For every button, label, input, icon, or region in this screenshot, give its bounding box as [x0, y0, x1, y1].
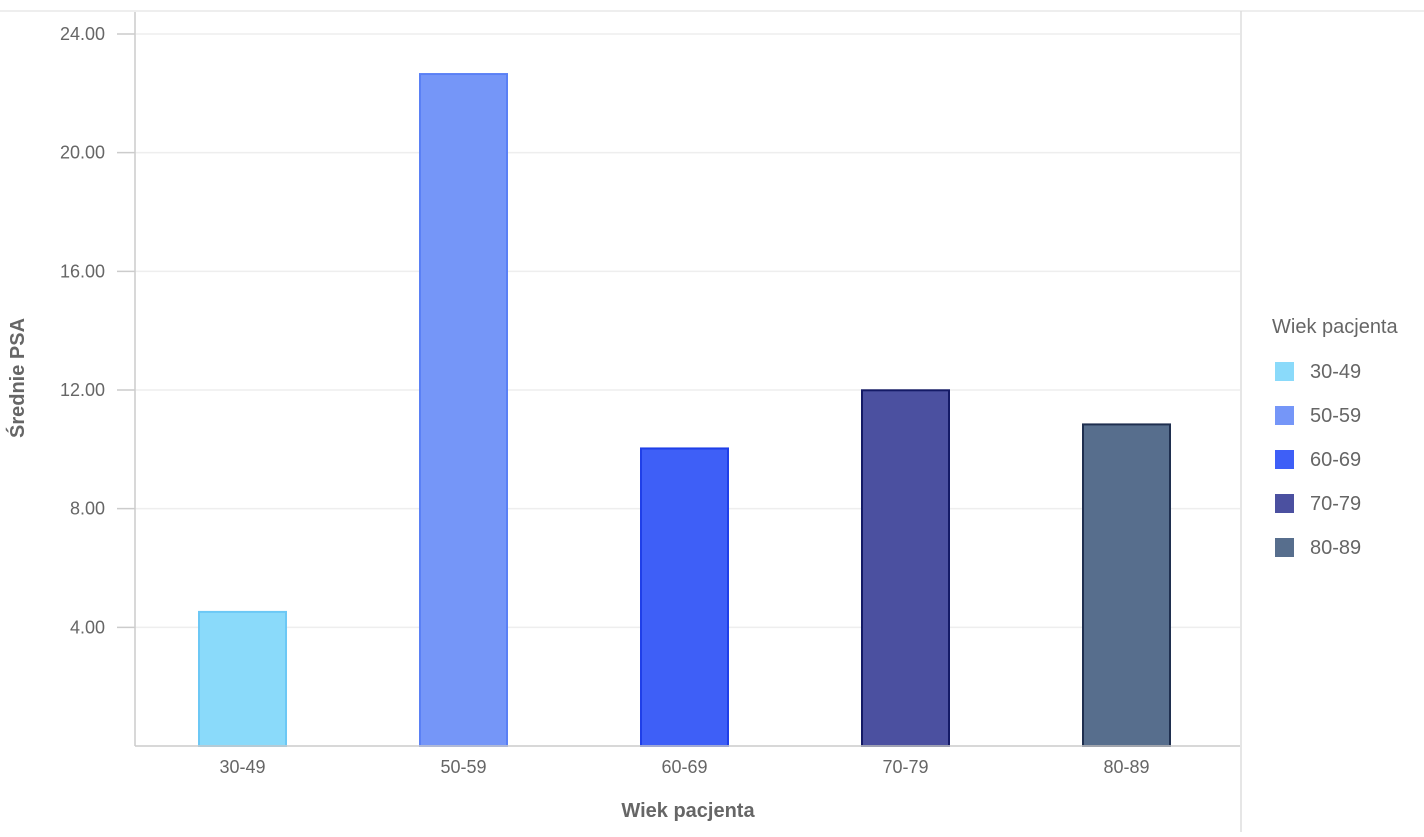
axes: [117, 12, 1240, 747]
x-tick-label: 60-69: [661, 757, 707, 777]
legend-label: 60-69: [1310, 449, 1361, 471]
legend-swatch: [1275, 406, 1294, 425]
x-axis-title: Wiek pacjenta: [621, 800, 755, 822]
x-tick-label: 30-49: [219, 757, 265, 777]
legend[interactable]: Wiek pacjenta 30-49 50-59 60-69 70-79 80-89: [1272, 316, 1398, 559]
legend-item-60-69[interactable]: 60-69: [1275, 449, 1361, 471]
legend-label: 70-79: [1310, 493, 1361, 515]
legend-item-50-59[interactable]: 50-59: [1275, 405, 1361, 427]
y-tick-label: 20.00: [60, 143, 105, 163]
y-tick-label: 8.00: [70, 499, 105, 519]
chart-frame: [0, 10, 1424, 832]
legend-item-30-49[interactable]: 30-49: [1275, 361, 1361, 383]
legend-swatch: [1275, 494, 1294, 513]
y-tick-labels: 4.00 8.00 12.00 16.00 20.00 24.00: [60, 24, 105, 637]
bar-50-59[interactable]: [419, 73, 508, 748]
x-tick-label: 80-89: [1103, 757, 1149, 777]
legend-title: Wiek pacjenta: [1272, 316, 1398, 338]
y-axis-title: Średnie PSA: [5, 318, 29, 438]
bars: [198, 73, 1171, 748]
y-tick-label: 4.00: [70, 617, 105, 637]
bar-80-89[interactable]: [1082, 423, 1171, 747]
legend-swatch: [1275, 538, 1294, 557]
x-tick-label: 50-59: [440, 757, 486, 777]
legend-items: 30-49 50-59 60-69 70-79 80-89: [1275, 361, 1361, 559]
y-tick-label: 16.00: [60, 261, 105, 281]
bar-70-79[interactable]: [861, 389, 950, 747]
y-tick-label: 12.00: [60, 380, 105, 400]
legend-item-80-89[interactable]: 80-89: [1275, 537, 1361, 559]
x-tick-label: 70-79: [882, 757, 928, 777]
y-tick-label: 24.00: [60, 24, 105, 44]
legend-swatch: [1275, 450, 1294, 469]
legend-label: 80-89: [1310, 537, 1361, 559]
bar-30-49[interactable]: [198, 610, 287, 748]
legend-label: 30-49: [1310, 361, 1361, 383]
legend-swatch: [1275, 362, 1294, 381]
x-tick-labels: 30-49 50-59 60-69 70-79 80-89: [219, 757, 1149, 777]
legend-item-70-79[interactable]: 70-79: [1275, 493, 1361, 515]
legend-label: 50-59: [1310, 405, 1361, 427]
bar-60-69[interactable]: [640, 447, 729, 747]
